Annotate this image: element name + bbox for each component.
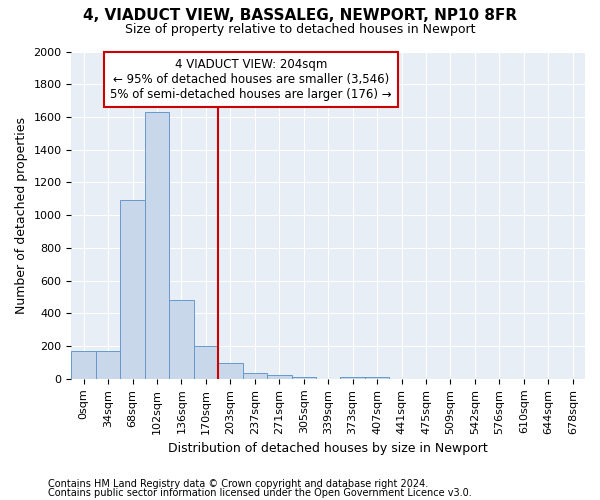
Bar [194,346,218,379]
Bar [267,375,292,379]
Bar [242,373,267,379]
Bar [145,112,169,379]
Text: Contains public sector information licensed under the Open Government Licence v3: Contains public sector information licen… [48,488,472,498]
Text: 4 VIADUCT VIEW: 204sqm
← 95% of detached houses are smaller (3,546)
5% of semi-d: 4 VIADUCT VIEW: 204sqm ← 95% of detached… [110,58,392,101]
Bar [71,351,96,379]
Text: 4, VIADUCT VIEW, BASSALEG, NEWPORT, NP10 8FR: 4, VIADUCT VIEW, BASSALEG, NEWPORT, NP10… [83,8,517,22]
Bar [218,362,242,379]
Bar [292,378,316,379]
Bar [121,200,145,379]
Text: Size of property relative to detached houses in Newport: Size of property relative to detached ho… [125,22,475,36]
Bar [96,351,121,379]
Y-axis label: Number of detached properties: Number of detached properties [15,116,28,314]
Text: Contains HM Land Registry data © Crown copyright and database right 2024.: Contains HM Land Registry data © Crown c… [48,479,428,489]
Bar [365,378,389,379]
Bar [340,378,365,379]
X-axis label: Distribution of detached houses by size in Newport: Distribution of detached houses by size … [169,442,488,455]
Bar [169,300,194,379]
